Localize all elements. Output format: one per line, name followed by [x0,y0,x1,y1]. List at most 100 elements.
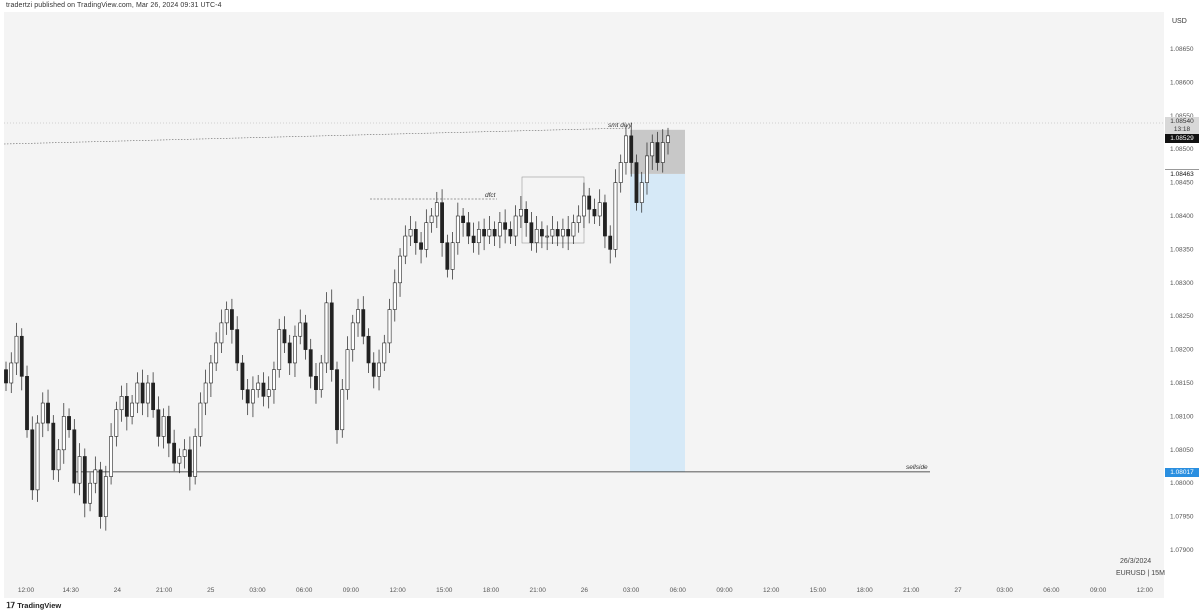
candle-body [224,309,229,324]
tradingview-logo-text: TradingView [17,601,62,610]
candle-body [487,229,492,237]
candle-body [61,416,66,451]
candle [345,336,350,400]
candle [256,374,261,398]
candle-body [245,389,250,404]
candle [645,142,649,195]
candle [214,332,219,371]
chart-pane[interactable] [4,12,1164,598]
candle-body [476,229,481,244]
time-tick-label: 15:00 [810,587,827,594]
candle-body [287,342,292,364]
time-tick-label: 09:00 [1090,587,1107,594]
lines-layer [3,122,1164,473]
candle [266,376,271,409]
candles-layer [4,122,670,531]
candle [366,328,371,373]
candle-body [540,229,544,237]
candle-body [151,382,156,411]
symbol-name: EURUSD [1116,570,1146,577]
price-tick-label: 1.07900 [1170,547,1194,554]
zone-price-badge: 1.08463 [1165,169,1199,179]
candle [119,385,124,422]
candle-body [56,449,61,471]
candle-body [35,422,40,491]
candle [545,225,550,251]
candle-body [608,235,613,250]
candle [540,221,544,249]
candle [67,408,71,438]
candle [109,423,113,485]
time-tick-label: 06:00 [670,587,687,594]
candle-body [660,142,665,163]
candle [518,195,523,229]
candle [582,182,586,229]
candle [114,401,119,447]
candle [324,292,329,373]
countdown-badge: 13:18 [1165,125,1199,134]
time-tick-label: 14:30 [63,587,80,594]
time-tick-label: 24 [114,587,122,594]
candle-body [440,202,444,244]
candle [461,207,465,237]
candle-body [634,162,639,203]
tradingview-logo[interactable]: 𝟣𝟩 TradingView [6,601,61,610]
candle-body [335,369,339,431]
candle [603,194,607,249]
candle [529,211,534,251]
time-tick-label: 12:00 [1137,587,1154,594]
candle [387,298,392,353]
candle-body [93,469,98,484]
price-scale[interactable] [1164,12,1200,598]
candle-body [434,202,439,217]
candle-body [550,229,555,237]
price-tick-label: 1.08450 [1170,180,1194,187]
candle-body [214,342,219,364]
candle-body [429,215,434,223]
candle-body [308,349,313,377]
candle [524,201,529,237]
candle-body [40,402,45,424]
candle-body [161,416,166,437]
candle [240,354,245,400]
candle [392,269,397,322]
candle [561,218,565,249]
candle [513,205,518,247]
candle-body [545,235,550,238]
candle [403,225,408,265]
candle-body [203,382,208,404]
candle-body [408,229,413,237]
time-tick-label: 21:00 [530,587,547,594]
candle-body [182,449,187,457]
smt-annotation: smt divy [608,122,633,129]
candle [587,187,592,224]
candle [172,429,177,472]
candle [277,318,282,378]
candle-body [597,202,602,217]
candle [219,309,224,353]
candle-body [51,422,56,471]
price-tick-label: 1.08100 [1170,413,1194,420]
candle [440,189,444,257]
candle [61,403,66,464]
candle-body [366,335,371,364]
candle-body [576,215,581,223]
candle-body [261,382,266,397]
price-tick-label: 1.08500 [1170,146,1194,153]
candle-body [518,209,523,217]
candle-body [445,242,450,270]
candle-body [639,182,644,203]
candle-body [361,309,366,337]
candle-body [345,349,350,390]
candle [166,405,171,458]
candle [135,372,140,414]
candle-body [587,195,592,210]
candle [466,211,471,245]
candle-body [209,362,213,384]
candle [140,369,145,416]
candle [161,408,166,449]
currency-label[interactable]: USD [1172,18,1187,25]
candle [282,316,287,353]
candle [335,361,339,444]
